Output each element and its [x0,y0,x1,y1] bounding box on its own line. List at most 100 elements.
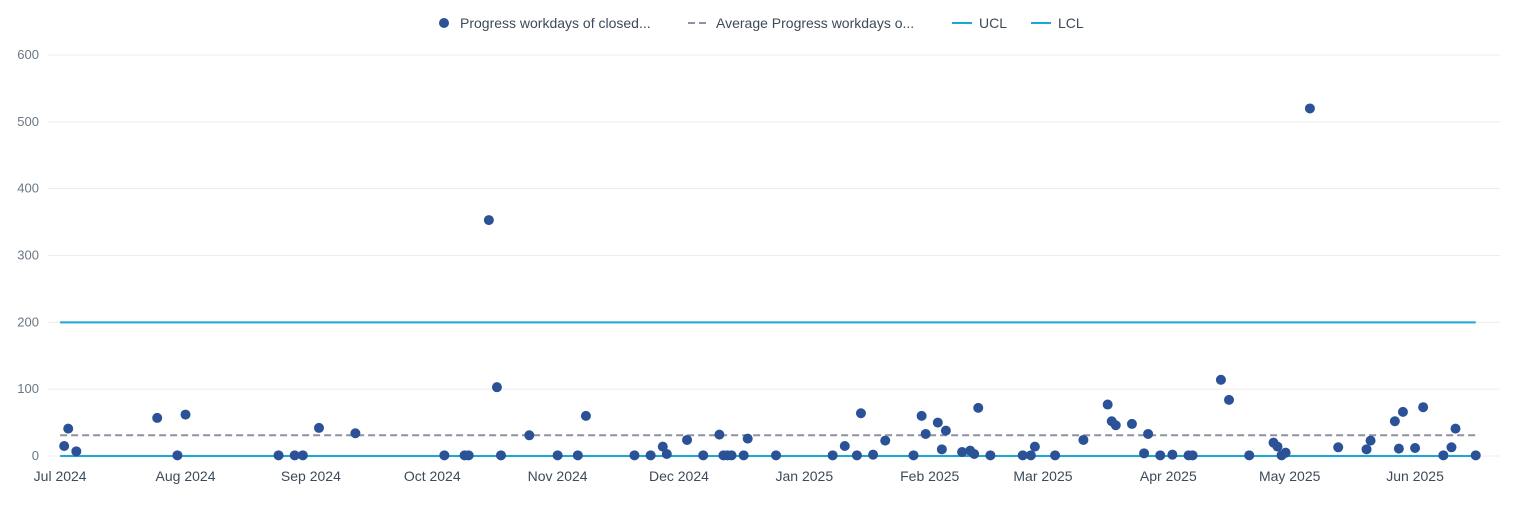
data-point [1029,441,1040,452]
data-point [738,450,749,461]
data-point [572,450,583,461]
data-point [1215,374,1226,385]
data-point [1155,450,1166,461]
data-point [916,410,927,421]
x-tick-label: Aug 2024 [156,468,216,484]
data-point [1365,435,1376,446]
data-point [726,450,737,461]
data-point [855,408,866,419]
data-point [1272,441,1283,452]
data-point [463,450,474,461]
legend-dot-marker [439,18,449,28]
legend-item: Progress workdays of closed... [439,15,651,31]
data-point [1143,428,1154,439]
x-tick-label: Jun 2025 [1386,468,1444,484]
data-point [1017,450,1028,461]
legend-item: Average Progress workdays o... [688,15,914,31]
data-point [71,446,82,457]
data-point [1280,447,1291,458]
legend-item: UCL [952,15,1007,31]
data-point [1438,450,1449,461]
data-point [1167,449,1178,460]
data-point [880,435,891,446]
data-point [742,433,753,444]
data-point [59,440,70,451]
data-point [868,449,879,460]
data-point [698,450,709,461]
data-point [180,409,191,420]
y-tick-label: 100 [17,381,39,396]
data-point [350,428,361,439]
x-axis: Jul 2024 Aug 2024 Sep 2024 Oct 2024 Nov 2024… [34,468,1444,484]
data-point [495,450,506,461]
y-tick-label: 400 [17,181,39,196]
grid-lines [48,54,1500,457]
legend-label: Progress workdays of closed... [460,15,651,31]
x-tick-label: Nov 2024 [528,468,588,484]
x-tick-label: May 2025 [1259,468,1321,484]
legend-label: UCL [979,15,1007,31]
x-tick-label: Sep 2024 [281,468,341,484]
data-point [973,402,984,413]
data-point [524,430,535,441]
data-point [297,450,308,461]
data-point [152,412,163,423]
data-point [1025,450,1036,461]
data-point [1110,420,1121,431]
data-point [1139,448,1150,459]
data-point [1397,406,1408,417]
data-point [1126,418,1137,429]
data-point [172,450,183,461]
data-point [1102,399,1113,410]
data-point [491,382,502,393]
data-point [1410,442,1421,453]
data-point [313,422,324,433]
legend-label: Average Progress workdays o... [716,15,914,31]
data-point [714,429,725,440]
legend-label: LCL [1058,15,1084,31]
data-point [1393,443,1404,454]
data-point [552,450,563,461]
data-point [920,428,931,439]
data-point [1078,434,1089,445]
data-point [940,425,951,436]
data-point [1050,450,1061,461]
data-point [629,450,640,461]
data-point [957,446,968,457]
data-point [1304,103,1315,114]
data-points [59,103,1481,461]
data-point [661,448,672,459]
y-tick-label: 200 [17,314,39,329]
data-point [580,410,591,421]
data-point [1224,394,1235,405]
data-point [1244,450,1255,461]
data-point [1361,444,1372,455]
data-point [936,444,947,455]
data-point [1187,450,1198,461]
x-tick-label: Oct 2024 [404,468,461,484]
y-axis: 0 100 200 300 400 500 600 [17,47,39,463]
data-point [657,441,668,452]
data-point [851,450,862,461]
y-tick-label: 500 [17,114,39,129]
data-point [1389,416,1400,427]
y-tick-label: 0 [32,448,39,463]
data-point [1446,442,1457,453]
data-point [908,450,919,461]
data-point [1418,402,1429,413]
data-point [1333,442,1344,453]
data-point [483,215,494,226]
data-point [969,448,980,459]
data-point [63,423,74,434]
x-tick-label: Apr 2025 [1140,468,1197,484]
data-point [1470,450,1481,461]
x-tick-label: Feb 2025 [900,468,959,484]
data-point [1450,423,1461,434]
data-point [682,434,693,445]
data-point [771,450,782,461]
data-point [289,450,300,461]
data-point [439,450,450,461]
data-point [932,417,943,428]
